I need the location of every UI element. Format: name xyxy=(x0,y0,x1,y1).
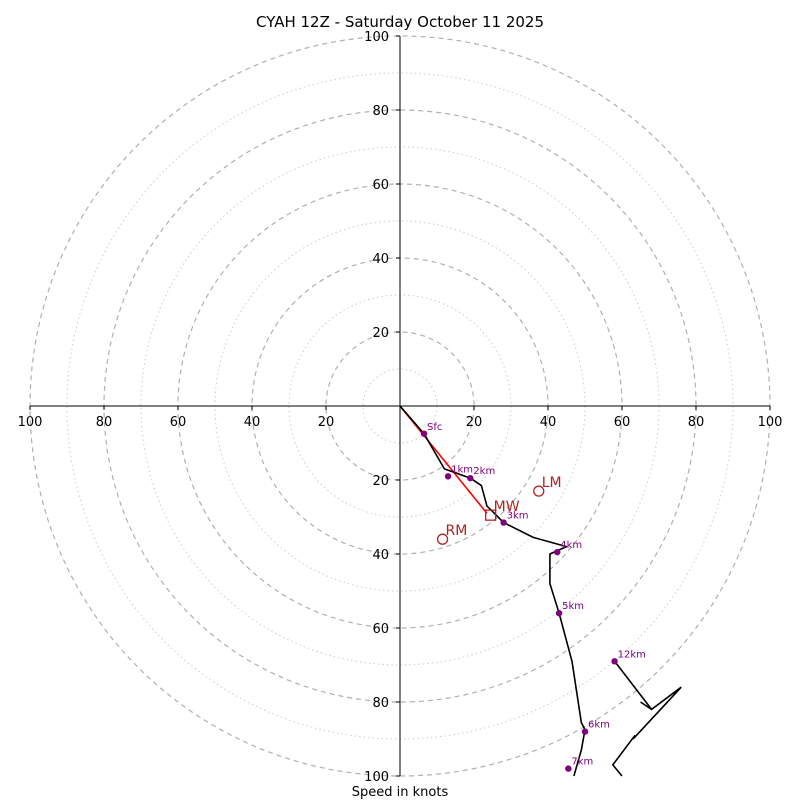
label-layer: Sfc 1km 2km 3km 4km 5km 6km 7km 12km RM LM MW xyxy=(427,422,646,768)
height-marker-7km xyxy=(565,765,572,772)
height-label-4km: 4km xyxy=(560,540,582,551)
y-tick-label: 60 xyxy=(372,622,389,637)
height-label-7km: 7km xyxy=(571,757,593,768)
x-tick-label: 40 xyxy=(244,415,261,430)
height-label-1km: 1km xyxy=(451,464,473,475)
x-tick-label: 60 xyxy=(170,415,187,430)
y-tick-label: 100 xyxy=(364,30,389,45)
height-marker-12km xyxy=(611,658,618,665)
motion-label-mw: MW xyxy=(494,499,520,515)
x-tick-label: 100 xyxy=(18,415,43,430)
height-label-12km: 12km xyxy=(618,649,646,660)
y-tick-label: 20 xyxy=(372,326,389,341)
height-label-sfc: Sfc xyxy=(427,422,442,433)
y-tick-label: 60 xyxy=(372,178,389,193)
data-layer xyxy=(399,405,682,777)
motion-label-rm: RM xyxy=(446,523,468,539)
y-tick-label: 20 xyxy=(372,474,389,489)
x-tick-label: 100 xyxy=(758,415,783,430)
height-marker-1km xyxy=(444,473,452,480)
y-tick-label: 80 xyxy=(372,104,389,119)
tick-labels: 100 80 60 40 20 20 40 60 80 100 20 40 60 80 100 20 40 60 8… xyxy=(18,30,783,785)
chart-title: CYAH 12Z - Saturday October 11 2025 xyxy=(256,13,544,31)
x-tick-label: 20 xyxy=(318,415,335,430)
motion-marker-lm xyxy=(533,485,545,497)
height-label-3km: 3km xyxy=(507,511,529,522)
height-marker-5km xyxy=(555,610,563,617)
x-tick-label: 60 xyxy=(614,415,631,430)
x-tick-label: 80 xyxy=(96,415,113,430)
height-label-2km: 2km xyxy=(473,466,495,477)
motion-marker-mw xyxy=(484,509,497,521)
motion-label-lm: LM xyxy=(542,475,562,491)
x-axis-label: Speed in knots xyxy=(352,785,449,800)
height-marker-2km xyxy=(467,474,474,482)
height-marker-3km xyxy=(500,519,507,526)
wind-barb-tick xyxy=(640,701,653,711)
height-marker-4km xyxy=(554,548,561,556)
motion-marker-rm xyxy=(436,533,449,545)
y-tick-label: 40 xyxy=(372,252,389,267)
x-tick-label: 40 xyxy=(540,415,557,430)
y-tick-label: 100 xyxy=(364,770,389,785)
y-tick-label: 80 xyxy=(372,696,389,711)
x-tick-label: 20 xyxy=(466,415,483,430)
x-tick-label: 80 xyxy=(688,415,705,430)
height-label-6km: 6km xyxy=(588,720,610,731)
hodograph-trace xyxy=(399,405,586,777)
height-marker-6km xyxy=(581,728,589,735)
y-tick-label: 40 xyxy=(372,548,389,563)
height-marker-sfc xyxy=(420,430,428,437)
height-label-5km: 5km xyxy=(562,601,584,612)
wind-barb xyxy=(611,660,682,777)
